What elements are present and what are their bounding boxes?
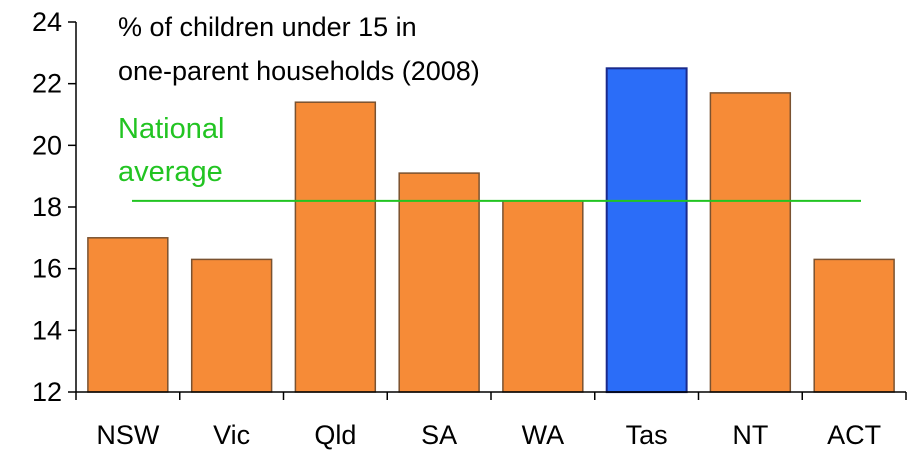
y-tick-label-24: 24	[32, 7, 62, 37]
bar-wa	[502, 200, 584, 393]
y-tick-label-14: 14	[32, 315, 62, 345]
x-tick-label-tas: Tas	[626, 420, 668, 450]
x-tick-label-nsw: NSW	[96, 420, 160, 450]
chart-title-line-1: % of children under 15 in	[118, 12, 417, 42]
y-tick-label-12: 12	[32, 377, 62, 407]
bars-layer	[87, 67, 895, 394]
x-tick-label-wa: WA	[522, 420, 565, 450]
x-tick-label-qld: Qld	[314, 420, 356, 450]
bar-act	[813, 258, 895, 393]
x-tick-label-sa: SA	[421, 420, 457, 450]
axes-layer: 12 14 16 18 20 22 24 NSW Vic Qld SA WA Tas NT ACT	[32, 7, 907, 450]
bar-vic	[190, 258, 273, 393]
x-tick-label-vic: Vic	[213, 420, 250, 450]
x-tick-label-act: ACT	[827, 420, 881, 450]
bar-qld	[294, 101, 377, 393]
bar-sa	[398, 172, 480, 393]
chart-title-line-2: one-parent households (2008)	[118, 56, 480, 86]
y-tick-label-18: 18	[32, 192, 62, 222]
y-tick-label-16: 16	[32, 254, 62, 284]
bar-tas	[605, 67, 688, 394]
y-tick-label-20: 20	[32, 130, 62, 160]
bar-nsw	[87, 237, 169, 393]
x-tick-label-nt: NT	[732, 420, 768, 450]
bar-nt	[709, 92, 792, 393]
national-average-label-line-1: National	[118, 113, 224, 145]
y-tick-label-22: 22	[32, 69, 62, 99]
national-average-label-line-2: average	[118, 156, 223, 188]
